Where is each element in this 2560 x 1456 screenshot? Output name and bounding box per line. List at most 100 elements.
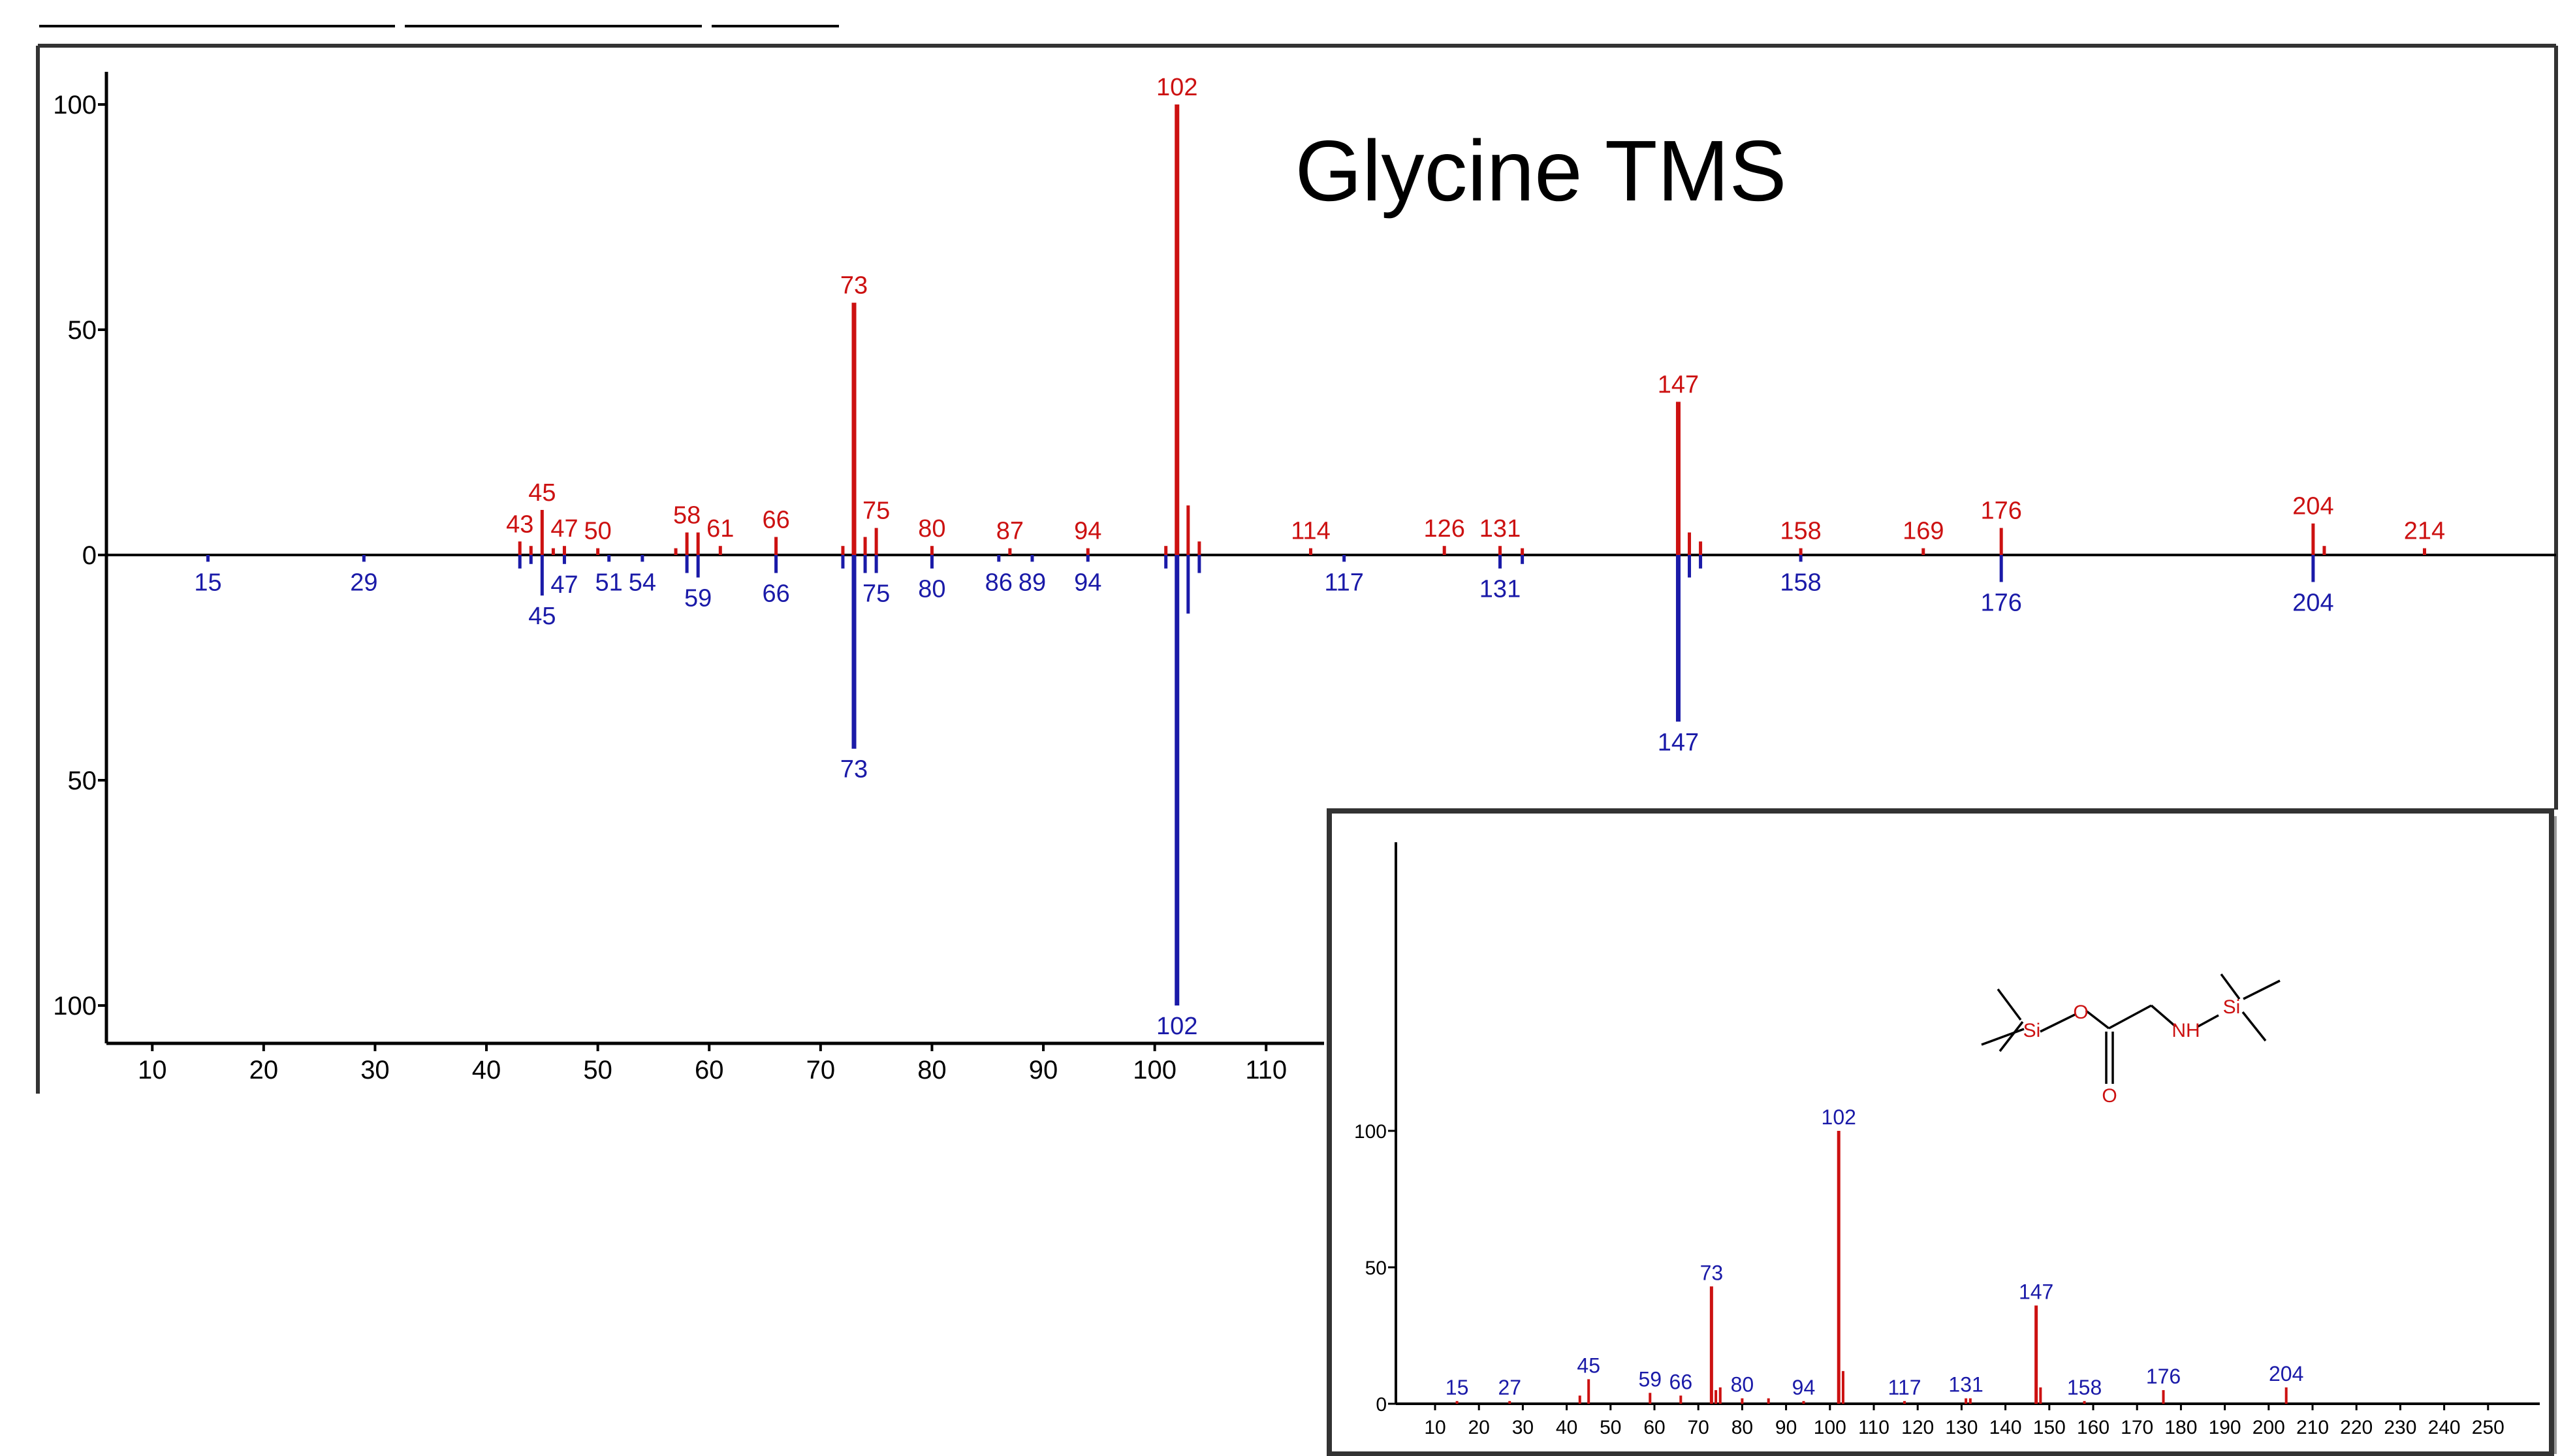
inset-x-tick-label: 200 bbox=[2252, 1417, 2285, 1438]
library-peak-label: 47 bbox=[550, 515, 578, 543]
library-peak-label: 58 bbox=[673, 502, 701, 530]
sample-peak-label: 94 bbox=[1074, 569, 1101, 596]
inset-frame bbox=[1327, 808, 2554, 1456]
inset-peak-label: 147 bbox=[2019, 1280, 2053, 1304]
atom-nh: NH bbox=[2172, 1020, 2200, 1041]
sample-peak-label: 75 bbox=[862, 580, 890, 608]
main-x-tick-label: 110 bbox=[1245, 1056, 1287, 1084]
library-peak-label: 131 bbox=[1479, 515, 1521, 543]
sample-peak-label: 131 bbox=[1479, 576, 1521, 603]
molecule-structure bbox=[1981, 973, 2281, 1084]
inset-x-tick-label: 10 bbox=[1424, 1417, 1446, 1438]
inset-x-tick-label: 40 bbox=[1556, 1417, 1577, 1438]
inset-peak-label: 15 bbox=[1446, 1376, 1469, 1399]
library-peak-label: 94 bbox=[1074, 518, 1101, 545]
inset-peak-label: 176 bbox=[2146, 1365, 2181, 1388]
inset-x-tick-label: 210 bbox=[2296, 1417, 2329, 1438]
inset-peak-label: 73 bbox=[1700, 1261, 1724, 1284]
inset-x-tick-label: 110 bbox=[1858, 1417, 1889, 1438]
chart-title: Glycine TMS bbox=[1295, 123, 1786, 219]
inset-x-tick-label: 90 bbox=[1775, 1417, 1797, 1438]
sample-peak-label: 80 bbox=[918, 576, 945, 603]
sample-peak-label: 51 bbox=[595, 569, 623, 596]
main-peak-labels: 43 45 47 50 58 61 66 73 75 80 87 94 102 114 126 131 147 1… bbox=[194, 74, 2445, 1040]
library-peak-label: 147 bbox=[1658, 371, 1699, 398]
main-y-tick-label: 50 bbox=[68, 316, 97, 345]
inset-y-tick-label: 50 bbox=[1365, 1258, 1387, 1279]
sample-peak-label: 47 bbox=[550, 571, 578, 599]
inset-x-tick-label: 60 bbox=[1643, 1417, 1665, 1438]
library-peak-label: 75 bbox=[862, 498, 890, 525]
inset-x-tick-label: 120 bbox=[1901, 1417, 1934, 1438]
library-peak-label: 114 bbox=[1291, 518, 1331, 545]
atom-o-carbonyl: O bbox=[2102, 1085, 2117, 1107]
inset-x-tick-label: 80 bbox=[1731, 1417, 1753, 1438]
sample-peak-label: 147 bbox=[1658, 729, 1699, 756]
inset-x-tick-label: 240 bbox=[2428, 1417, 2461, 1438]
inset-x-tick-label: 220 bbox=[2340, 1417, 2373, 1438]
inset-axes: 0 50 100 10 20 30 40 50 60 70 80 90 100 110 120 130 140 1… bbox=[1354, 842, 2540, 1438]
main-x-tick-label: 100 bbox=[1133, 1056, 1177, 1084]
main-x-tick-label: 30 bbox=[360, 1056, 390, 1084]
main-x-tick-label: 60 bbox=[695, 1056, 724, 1084]
inset-peaks bbox=[1455, 1131, 2288, 1404]
inset-peak-labels: 15 27 45 59 66 73 80 94 102 117 131 147 158 176 204 bbox=[1446, 1105, 2304, 1399]
library-peak-label: 214 bbox=[2404, 518, 2445, 545]
sample-peak-label: 176 bbox=[1980, 589, 2021, 616]
inset-x-tick-label: 190 bbox=[2209, 1417, 2241, 1438]
main-x-tick-label: 70 bbox=[806, 1056, 836, 1084]
inset-peak-label: 59 bbox=[1638, 1367, 1662, 1391]
sample-peak-label: 204 bbox=[2292, 589, 2333, 616]
inset-x-tick-label: 30 bbox=[1512, 1417, 1534, 1438]
library-peak-label: 73 bbox=[840, 272, 868, 300]
inset-peak-label: 102 bbox=[1822, 1105, 1856, 1129]
library-peak-label: 87 bbox=[996, 518, 1024, 545]
inset-peak-label: 158 bbox=[2067, 1376, 2102, 1399]
library-peak-label: 158 bbox=[1780, 518, 1821, 545]
sample-peak-label: 54 bbox=[629, 569, 656, 596]
inset-peak-label: 131 bbox=[1948, 1373, 1983, 1397]
inset-peak-label: 80 bbox=[1731, 1373, 1754, 1397]
main-y-tick-label: 0 bbox=[82, 541, 97, 570]
sample-peak-label: 29 bbox=[350, 569, 377, 596]
main-x-tick-label: 90 bbox=[1029, 1056, 1058, 1084]
sample-peak-label: 117 bbox=[1324, 569, 1364, 596]
inset-chart: 0 50 100 10 20 30 40 50 60 70 80 90 100 110 120 130 140 1… bbox=[1327, 808, 2557, 1456]
library-peak-label: 169 bbox=[1903, 518, 1944, 545]
main-x-tick-label: 80 bbox=[917, 1056, 947, 1084]
inset-x-tick-label: 140 bbox=[1989, 1417, 2022, 1438]
main-x-tick-label: 20 bbox=[249, 1056, 279, 1084]
inset-x-tick-label: 160 bbox=[2077, 1417, 2110, 1438]
atom-si-left: Si bbox=[2023, 1020, 2041, 1041]
library-peak-label: 204 bbox=[2292, 493, 2333, 520]
sample-peak-label: 158 bbox=[1780, 569, 1821, 596]
molecule-atom-labels: Si O O NH Si bbox=[2023, 996, 2241, 1107]
sample-peak-label: 66 bbox=[762, 580, 789, 608]
sample-peak-label: 86 bbox=[985, 569, 1013, 596]
library-peak-label: 176 bbox=[1980, 498, 2021, 525]
library-peak-label: 102 bbox=[1156, 74, 1197, 101]
inset-y-tick-label: 100 bbox=[1354, 1121, 1387, 1143]
inset-x-tick-label: 20 bbox=[1468, 1417, 1490, 1438]
library-peak-label: 43 bbox=[506, 511, 533, 538]
main-x-tick-label: 10 bbox=[138, 1056, 167, 1084]
inset-x-tick-label: 230 bbox=[2384, 1417, 2416, 1438]
library-peak-label: 61 bbox=[706, 515, 734, 543]
main-y-tick-label: 100 bbox=[53, 992, 97, 1021]
inset-x-tick-label: 100 bbox=[1814, 1417, 1846, 1438]
library-peak-label: 126 bbox=[1423, 515, 1464, 543]
main-x-tick-label: 50 bbox=[583, 1056, 612, 1084]
main-x-tick-label: 40 bbox=[472, 1056, 501, 1084]
library-peak-label: 80 bbox=[918, 515, 945, 543]
sample-peak-label: 59 bbox=[684, 585, 712, 612]
inset-x-tick-label: 150 bbox=[2033, 1417, 2066, 1438]
library-peak-label: 50 bbox=[584, 518, 611, 545]
main-axes: 100 50 0 50 100 10 20 30 40 50 60 70 80 90 100 110 bbox=[53, 72, 2556, 1084]
sample-peak-label: 102 bbox=[1156, 1013, 1197, 1040]
library-peak-label: 66 bbox=[762, 506, 789, 533]
inset-x-tick-label: 250 bbox=[2472, 1417, 2505, 1438]
inset-x-tick-label: 70 bbox=[1688, 1417, 1709, 1438]
main-frame bbox=[36, 44, 2558, 1094]
inset-x-tick-label: 180 bbox=[2164, 1417, 2197, 1438]
